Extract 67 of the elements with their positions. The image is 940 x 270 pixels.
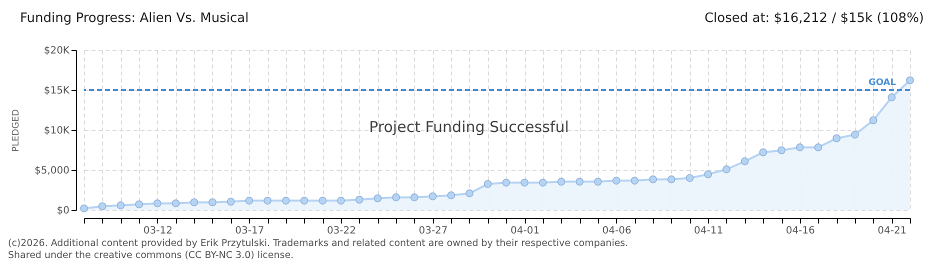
x-tick-label: 03-17 (235, 226, 264, 236)
point (667, 175, 676, 184)
y-tick-label: $15K (44, 86, 70, 96)
point (318, 196, 327, 205)
point (630, 176, 639, 185)
point (337, 196, 345, 205)
point (264, 196, 272, 205)
point (226, 198, 235, 206)
point (538, 178, 547, 187)
y-tick-label: $10K (44, 126, 70, 136)
point (649, 175, 657, 184)
point (428, 192, 437, 200)
point (906, 76, 914, 84)
point (98, 202, 106, 210)
point (759, 148, 768, 156)
point (594, 178, 602, 186)
point (520, 178, 528, 187)
point (869, 116, 878, 124)
point (282, 196, 290, 205)
y-axis-title: PLEDGED (12, 109, 22, 152)
x-tick-label: 03-22 (326, 226, 356, 236)
point (374, 194, 382, 202)
chart-title: Funding Progress: Alien Vs. Musical (20, 11, 249, 26)
y-tick-label: $20K (44, 46, 70, 56)
point (300, 196, 308, 205)
text: Shared under the creative commons (CC BY-NC 3.0) license. (8, 250, 294, 261)
point (80, 204, 88, 212)
point (447, 191, 456, 200)
point (557, 178, 566, 186)
point (466, 189, 474, 198)
x-tick-label: 04-01 (510, 226, 540, 236)
x-tick-label: 03-27 (418, 226, 448, 236)
y-tick-label: $5,000 (34, 166, 70, 176)
point (153, 199, 162, 208)
point (778, 146, 786, 154)
point (135, 200, 144, 208)
point (355, 196, 364, 204)
point (172, 199, 180, 208)
point (245, 196, 254, 205)
x-tick-label: 04-21 (878, 226, 907, 236)
x-tick-label: 04-11 (694, 226, 724, 236)
point (796, 143, 804, 152)
ref-line-label: GOAL (868, 78, 896, 88)
point (208, 198, 216, 206)
point (190, 198, 198, 206)
point (888, 93, 896, 102)
chart-subtitle: Closed at: $16,212 / $15k (108%) (704, 11, 924, 26)
point (612, 176, 620, 185)
point (832, 134, 841, 142)
point (410, 193, 418, 202)
point (484, 180, 492, 188)
point (392, 193, 400, 202)
x-tick-label: 04-16 (786, 226, 815, 236)
point (722, 165, 730, 174)
point (704, 170, 712, 178)
point (740, 157, 749, 166)
x-tick-label: 04-06 (602, 226, 632, 236)
point (576, 178, 584, 186)
point (850, 130, 859, 139)
y-tick-label: $0 (56, 206, 70, 216)
point (502, 178, 510, 187)
text: (c)2026. Additional content provided by Erik Przytulski. Trademarks and related content are owned by their respective companies. (8, 238, 628, 249)
point (686, 174, 694, 182)
point (116, 201, 125, 210)
x-tick-label: 03-12 (143, 226, 172, 236)
annotation: Project Funding Successful (369, 118, 569, 136)
point (814, 143, 822, 152)
